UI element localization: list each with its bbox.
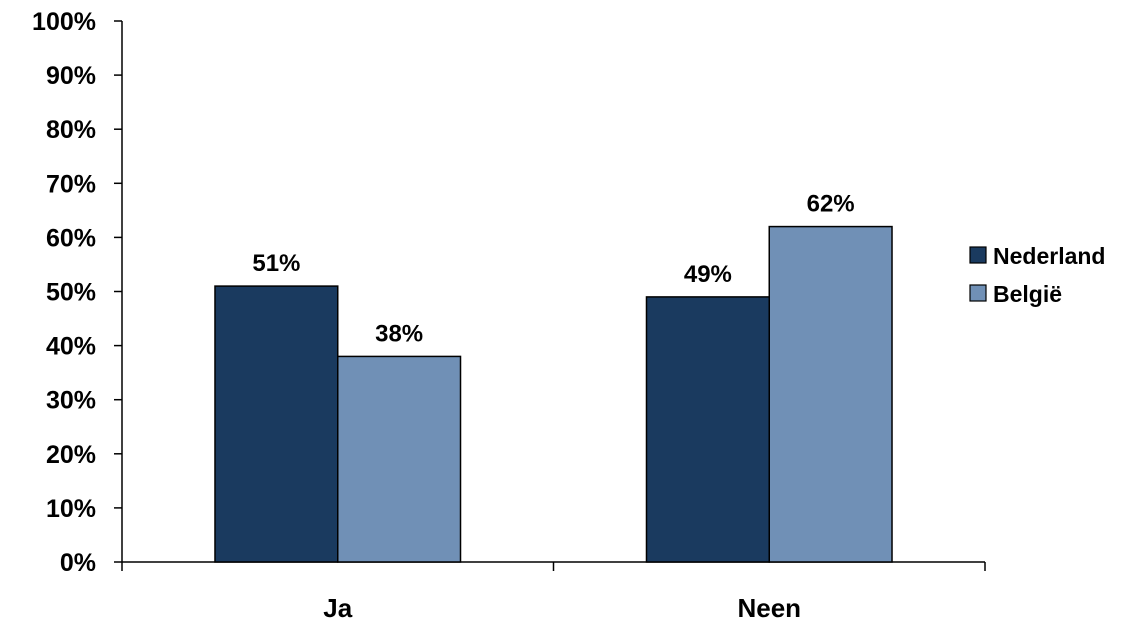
data-label: 62% <box>807 191 855 218</box>
data-labels: 51% 38% 49% 62% <box>252 191 854 348</box>
y-tick-label: 80% <box>46 116 96 144</box>
y-tick-label: 0% <box>60 549 96 577</box>
y-tick-label: 90% <box>46 62 96 90</box>
bar-belgi-ja <box>337 355 462 563</box>
data-label: 38% <box>375 320 423 347</box>
x-category-label: Ja <box>323 593 352 620</box>
legend: Nederland België <box>969 243 1105 307</box>
data-label: 51% <box>252 250 300 277</box>
legend-swatch <box>969 284 987 302</box>
y-tick-label: 40% <box>46 333 96 361</box>
data-label: 49% <box>684 261 732 288</box>
x-axis: Ja Neen <box>121 561 986 620</box>
bars <box>214 225 893 563</box>
bar-nederland-neen <box>645 296 770 563</box>
x-category-label: Neen <box>737 593 801 620</box>
legend-label: Nederland <box>993 243 1105 269</box>
y-tick-label: 50% <box>46 279 96 307</box>
y-tick-label: 70% <box>46 170 96 198</box>
y-tick-label: 20% <box>46 441 96 469</box>
y-tick-label: 30% <box>46 387 96 415</box>
legend-label: België <box>993 281 1062 307</box>
y-axis: 0% 10% 20% 30% 40% 50% 60% 70% 80% 90% 100% <box>32 8 123 577</box>
legend-swatch <box>969 246 987 264</box>
bar-belgi-neen <box>768 225 893 563</box>
y-tick-label: 60% <box>46 224 96 252</box>
y-tick-label: 10% <box>46 495 96 523</box>
y-tick-label: 100% <box>32 8 96 36</box>
bar-nederland-ja <box>214 285 339 563</box>
